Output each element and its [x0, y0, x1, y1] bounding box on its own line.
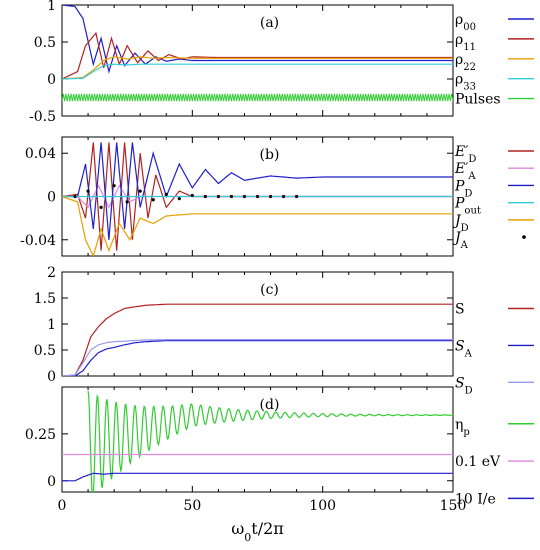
data-point — [190, 193, 194, 198]
legend-label: Pulses — [455, 92, 501, 108]
legend-label: Pout — [454, 196, 481, 217]
series-line — [62, 340, 453, 376]
legend-label: 0.1 eV — [455, 454, 501, 470]
y-tick-label: 2 — [47, 265, 56, 281]
legend-label: ρ00 — [455, 12, 476, 33]
series-line — [62, 195, 453, 256]
series-line — [62, 63, 453, 80]
legend-label: ρ11 — [455, 32, 476, 53]
legend-label: ρ22 — [455, 52, 476, 73]
x-tick-label: 150 — [440, 498, 467, 514]
legend-label: JD — [452, 213, 469, 234]
legend-label: S — [455, 302, 465, 318]
plot-area — [62, 5, 453, 102]
y-tick-label: 1.5 — [34, 291, 56, 307]
series-line — [62, 142, 453, 240]
plot-area — [62, 142, 453, 256]
x-axis-label: ω0t/2π — [231, 519, 284, 544]
y-tick-label: 1 — [47, 317, 56, 333]
y-tick-label: -0.04 — [20, 233, 56, 249]
legend-label: JA — [452, 230, 469, 251]
data-point — [295, 194, 299, 199]
x-tick-label: 0 — [58, 498, 67, 514]
data-point — [242, 194, 247, 199]
data-point — [151, 198, 155, 202]
y-tick-label: 0 — [47, 474, 56, 490]
y-tick-label: -0.5 — [29, 109, 56, 125]
data-point — [73, 194, 77, 199]
panel-c: 0 0.5 1 1.5 2 (c) — [34, 265, 454, 385]
data-point — [99, 205, 103, 209]
plot-area — [62, 390, 453, 492]
plot-frame — [61, 271, 454, 377]
data-point — [177, 197, 181, 201]
plot-frame — [61, 386, 454, 493]
y-tick-label: 0.5 — [34, 343, 56, 359]
data-point — [138, 189, 142, 193]
data-point — [255, 194, 260, 199]
legend-label: E′D — [454, 144, 476, 165]
series-line — [62, 339, 453, 376]
legend-label: SD — [455, 375, 473, 396]
panel-label: (a) — [260, 15, 279, 31]
data-point — [112, 184, 116, 188]
y-tick-label: 1 — [47, 0, 56, 14]
legend-label: PD — [454, 178, 472, 199]
panel-label: (d) — [260, 397, 280, 413]
series-line — [62, 56, 453, 80]
x-tick-label: 100 — [309, 498, 336, 514]
data-point — [216, 194, 220, 199]
series-line — [87, 390, 453, 492]
y-tick-label: 0 — [47, 369, 56, 385]
data-point — [281, 194, 286, 199]
data-point — [86, 189, 90, 193]
data-point — [203, 194, 207, 199]
legend-label: E′A — [454, 161, 476, 182]
y-tick-label: 0 — [47, 190, 56, 206]
series-line — [62, 303, 453, 376]
panel-a: -0.5 0 0.5 1 (a) — [29, 0, 454, 125]
panel-label: (b) — [260, 147, 280, 163]
panel-d: 0 0.25 (d) — [25, 386, 454, 493]
legend-marker — [522, 235, 526, 239]
y-tick-label: 0.5 — [34, 35, 56, 51]
x-tick-label: 50 — [183, 498, 201, 514]
legend-label: ηp — [455, 417, 470, 438]
data-point — [268, 194, 273, 199]
panel-b: -0.04 0 0.04 (b) — [20, 136, 454, 257]
legend-label: 10 I/e — [455, 491, 496, 507]
data-point — [164, 192, 168, 196]
series-line — [62, 93, 453, 102]
series-line — [62, 5, 453, 74]
legend-label: ρ33 — [455, 72, 476, 93]
plot-area — [62, 303, 453, 376]
series-line — [62, 31, 453, 80]
y-tick-label: 0.04 — [25, 146, 56, 162]
series-line — [62, 472, 453, 482]
legend-label: SA — [455, 338, 473, 359]
data-point — [229, 194, 234, 199]
data-point — [125, 200, 129, 204]
y-tick-label: 0.25 — [25, 427, 56, 443]
y-tick-label: 0 — [47, 72, 56, 88]
panel-label: (c) — [260, 282, 279, 298]
